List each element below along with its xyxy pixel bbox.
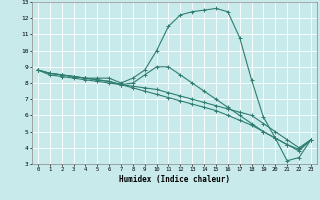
X-axis label: Humidex (Indice chaleur): Humidex (Indice chaleur) [119, 175, 230, 184]
